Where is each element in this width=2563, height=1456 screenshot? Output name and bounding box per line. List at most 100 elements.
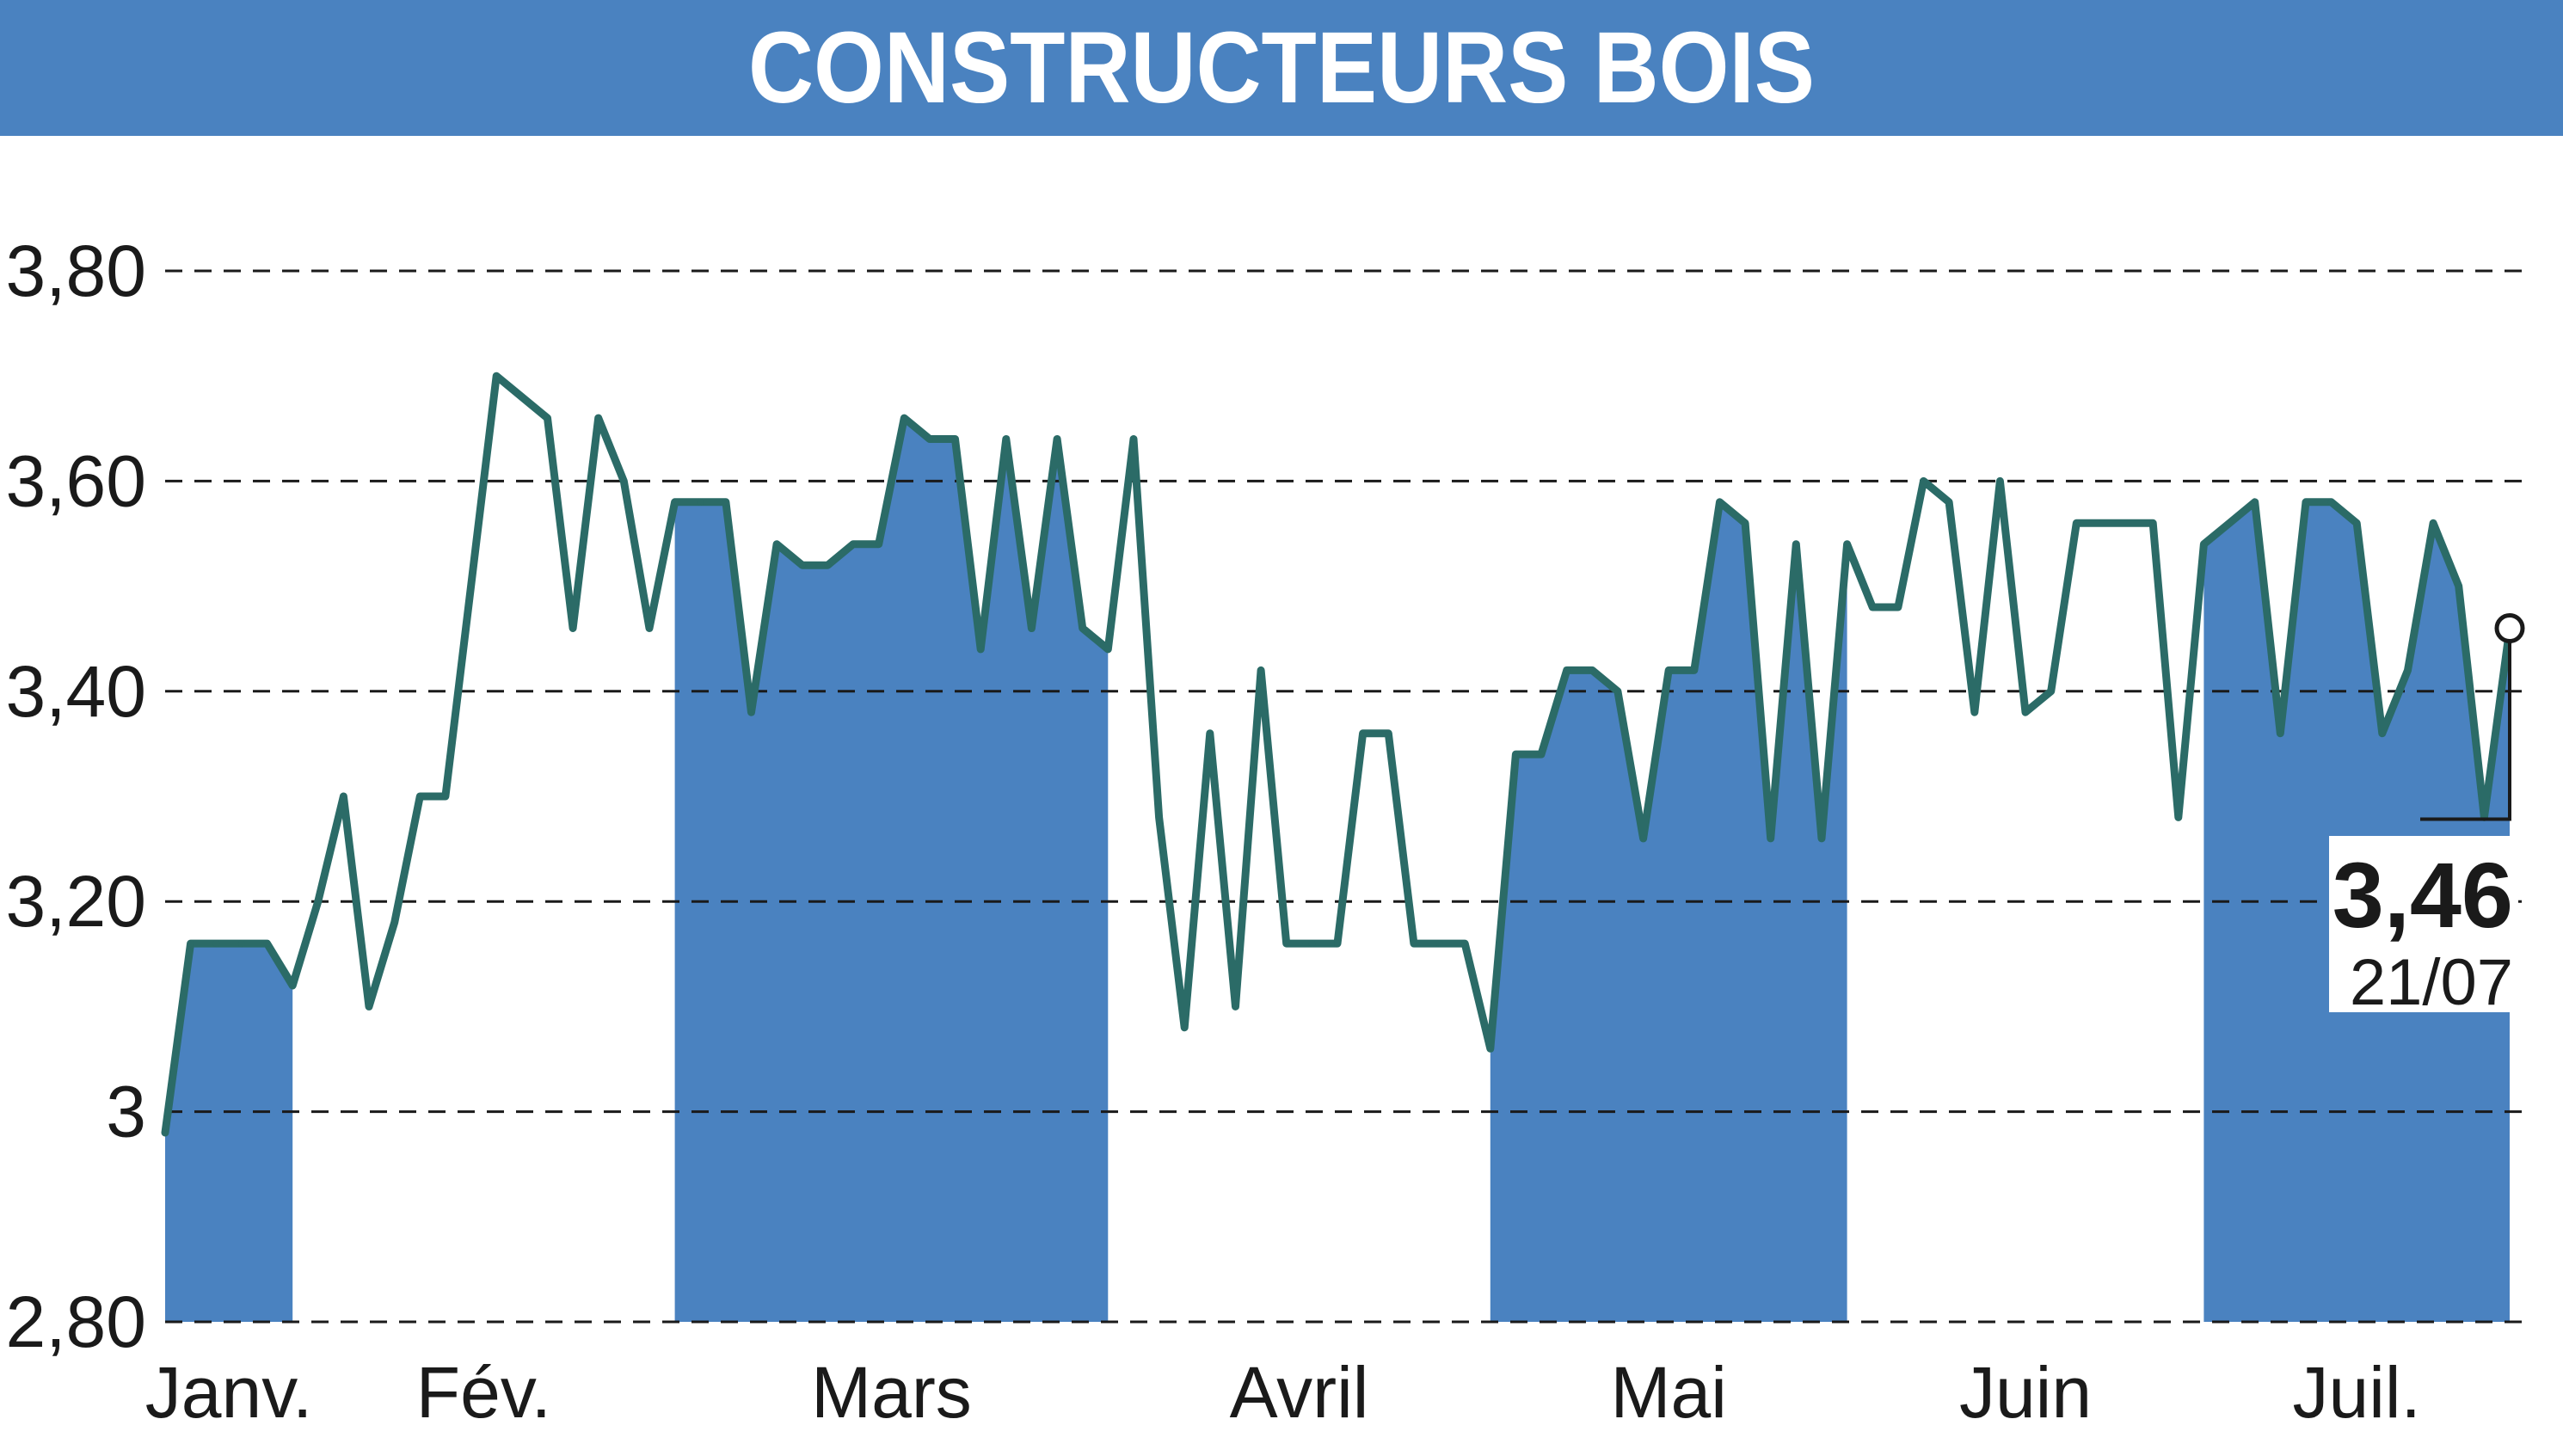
price-point-51	[1461, 940, 1469, 948]
price-point-41	[1206, 729, 1214, 737]
price-point-88	[2404, 667, 2412, 674]
price-point-33	[1002, 435, 1010, 443]
price-point-28	[875, 540, 882, 548]
month-bands	[165, 418, 2510, 1323]
price-point-34	[1028, 624, 1036, 632]
price-series	[161, 372, 2525, 1137]
price-point-64	[1792, 540, 1800, 548]
price-point-37	[1104, 645, 1112, 653]
price-point-7	[340, 793, 347, 800]
price-point-25	[798, 562, 806, 569]
price-point-84	[2302, 498, 2309, 506]
y-axis-ticks: 3,80 3,60 3,40 3,20 3 2,80	[6, 230, 147, 1362]
price-point-6	[314, 898, 322, 906]
price-point-50	[1435, 940, 1443, 948]
price-point-31	[951, 435, 959, 443]
price-point-81	[2226, 519, 2234, 527]
price-point-18	[620, 477, 628, 485]
price-point-68	[1894, 604, 1902, 611]
price-point-54	[1538, 751, 1546, 759]
price-point-70	[1945, 498, 1953, 506]
price-point-2	[212, 940, 220, 948]
price-point-57	[1613, 687, 1621, 695]
title-bar	[0, 0, 2563, 136]
price-point-39	[1155, 814, 1163, 821]
price-point-1	[187, 940, 194, 948]
price-point-80	[2200, 540, 2208, 548]
price-point-79	[2174, 814, 2182, 821]
price-point-52	[1486, 1045, 1494, 1053]
price-point-69	[1920, 477, 1927, 485]
price-point-20	[671, 498, 679, 506]
month-label-5: Juin	[1959, 1352, 2092, 1433]
last-value-box: 3,46 21/07	[2329, 836, 2518, 1019]
price-point-14	[518, 393, 526, 401]
price-point-40	[1181, 1023, 1189, 1031]
price-point-43	[1257, 667, 1265, 674]
price-point-0	[162, 1129, 169, 1137]
price-point-66	[1843, 540, 1851, 548]
y-tick-label-4: 3	[106, 1072, 146, 1152]
price-point-47	[1359, 729, 1367, 737]
price-point-38	[1129, 435, 1137, 443]
price-point-87	[2378, 729, 2386, 737]
price-point-8	[366, 1003, 373, 1011]
last-date-label: 21/07	[2350, 946, 2513, 1019]
price-point-49	[1410, 940, 1417, 948]
price-point-17	[594, 415, 602, 422]
y-tick-label-5: 2,80	[6, 1281, 147, 1362]
month-label-6: Juil.	[2293, 1352, 2421, 1433]
month-label-4: Mai	[1611, 1352, 1727, 1433]
price-point-63	[1767, 834, 1774, 842]
price-point-21	[697, 498, 704, 506]
price-point-48	[1385, 729, 1392, 737]
price-point-36	[1079, 624, 1086, 632]
y-tick-label-1: 3,60	[6, 440, 147, 521]
month-band-4	[1490, 501, 1847, 1322]
y-tick-label-3: 3,20	[6, 861, 147, 942]
price-point-29	[900, 415, 908, 422]
price-point-5	[289, 981, 297, 989]
price-point-75	[2073, 519, 2081, 527]
price-point-45	[1308, 940, 1316, 948]
price-point-32	[977, 645, 985, 653]
price-point-22	[722, 498, 729, 506]
month-band-0	[165, 943, 293, 1322]
month-label-3: Avril	[1230, 1352, 1369, 1433]
price-point-16	[569, 624, 577, 632]
month-labels: Janv. Fév. Mars Avril Mai Juin Juil.	[145, 1352, 2421, 1433]
month-label-1: Fév.	[416, 1352, 551, 1433]
price-point-44	[1282, 940, 1290, 948]
price-point-58	[1639, 834, 1647, 842]
month-label-2: Mars	[811, 1352, 972, 1433]
price-point-62	[1742, 519, 1749, 527]
y-tick-label-2: 3,40	[6, 651, 147, 732]
price-point-72	[1996, 477, 2004, 485]
price-point-10	[416, 793, 424, 800]
price-point-59	[1665, 667, 1673, 674]
price-point-73	[2022, 709, 2030, 716]
price-point-26	[824, 562, 832, 569]
price-point-11	[441, 793, 449, 800]
price-point-27	[850, 540, 857, 548]
last-value-background	[2329, 836, 2518, 1012]
price-point-89	[2430, 519, 2437, 527]
month-label-0: Janv.	[145, 1352, 313, 1433]
last-value-marker	[2494, 612, 2525, 643]
price-point-42	[1232, 1003, 1239, 1011]
price-point-15	[544, 415, 551, 422]
price-point-65	[1817, 834, 1825, 842]
price-point-56	[1589, 667, 1596, 674]
last-value-bracket	[2420, 628, 2511, 821]
price-point-78	[2149, 519, 2157, 527]
price-point-86	[2353, 519, 2361, 527]
price-point-60	[1690, 667, 1698, 674]
price-point-74	[2047, 687, 2055, 695]
price-point-82	[2251, 498, 2259, 506]
price-point-67	[1869, 604, 1877, 611]
price-point-23	[747, 709, 755, 716]
price-point-85	[2327, 498, 2335, 506]
price-point-4	[263, 940, 271, 948]
price-point-90	[2455, 582, 2462, 590]
